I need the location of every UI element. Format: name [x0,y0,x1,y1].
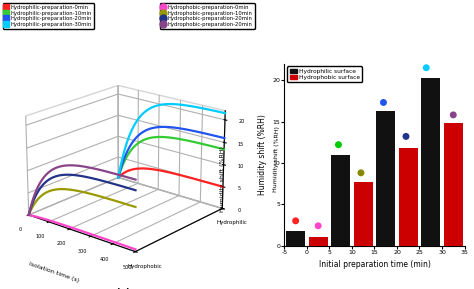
Text: (a): (a) [116,288,131,289]
Bar [286,231,305,246]
Point [314,223,322,228]
Legend: Hydrophobic-preparation-0min, Hydrophobic-preparation-10min, Hydrophobic-prepara: Hydrophobic-preparation-0min, Hydrophobi… [160,3,255,29]
X-axis label: Isolation time (s): Isolation time (s) [28,261,80,283]
Bar [421,78,440,246]
Bar [376,111,395,246]
Point [402,134,410,139]
Y-axis label: Humidity shift (%RH): Humidity shift (%RH) [258,114,267,195]
Text: Humidity shift (%RH): Humidity shift (%RH) [220,146,225,212]
Point [335,142,342,147]
Point [357,171,365,175]
Legend: Hydrophilic surface, Hydrophobic surface: Hydrophilic surface, Hydrophobic surface [287,66,363,82]
Bar [331,155,350,246]
Point [449,113,457,117]
Point [292,218,300,223]
Bar [354,182,373,246]
Point [380,100,387,105]
Bar [444,123,463,246]
Bar [309,236,328,246]
Point [422,65,430,70]
X-axis label: Initial preparation time (min): Initial preparation time (min) [319,260,430,269]
Bar [399,148,418,246]
